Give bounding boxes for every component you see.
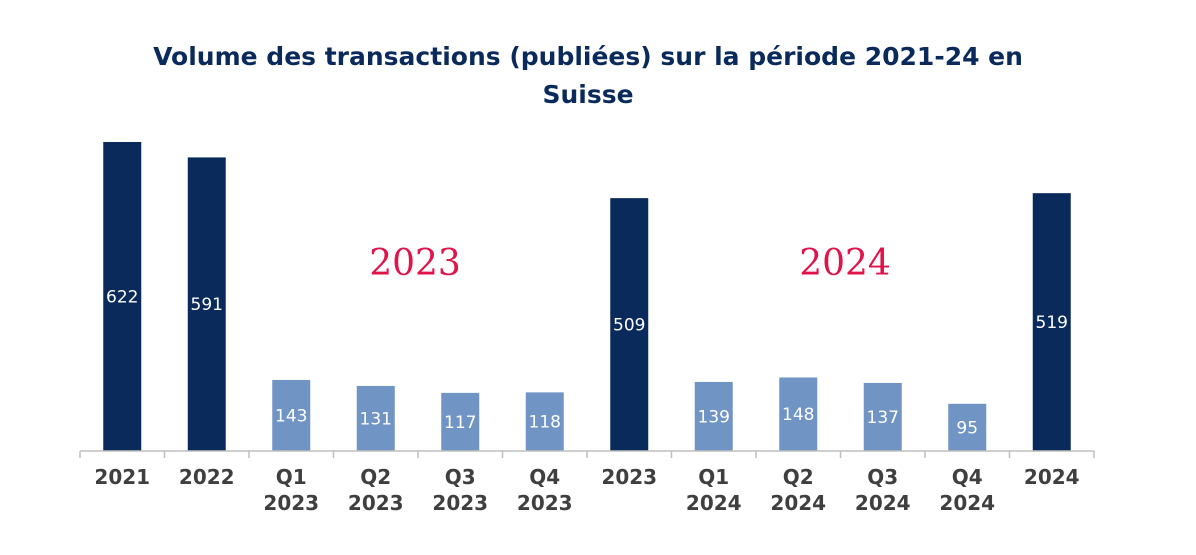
- bar-value-label: 95: [956, 418, 978, 438]
- bar-value-label: 139: [698, 407, 730, 427]
- bar-quarterly: [779, 377, 818, 451]
- x-tick-label-line: Q1: [276, 465, 307, 489]
- bars-layer: [103, 142, 1071, 451]
- x-tick-label-line: 2022: [179, 465, 235, 489]
- x-tick-label-line: 2024: [855, 491, 911, 515]
- annotation-2023: 2023: [369, 243, 461, 284]
- x-tick-label-line: Q3: [867, 465, 898, 489]
- bar-quarterly: [441, 392, 480, 451]
- bar-annual: [103, 142, 142, 451]
- x-tick-label-line: 2023: [517, 491, 573, 515]
- bar-value-label: 137: [867, 408, 899, 428]
- bar-value-label: 519: [1036, 313, 1068, 333]
- x-tick-label: 2023: [601, 465, 657, 489]
- x-tick-label-line: 2024: [1024, 465, 1080, 489]
- bar-value-label: 117: [444, 413, 476, 433]
- x-tick-label-line: Q4: [952, 465, 983, 489]
- bar-quarterly: [525, 392, 564, 451]
- x-tick-label-line: Q4: [529, 465, 560, 489]
- x-tick-label-line: Q2: [360, 465, 391, 489]
- bar-annual: [187, 157, 226, 451]
- x-tick-label: Q3 2023: [432, 465, 488, 515]
- x-tick-label: Q3 2024: [855, 465, 911, 515]
- bar-value-label: 509: [613, 316, 645, 336]
- bar-quarterly: [272, 379, 311, 451]
- bar-value-label: 118: [529, 413, 561, 433]
- bar-value-label: 622: [106, 288, 138, 308]
- bar-quarterly: [356, 385, 395, 451]
- x-tick-label: 2022: [179, 465, 235, 489]
- x-tick-label: Q1 2023: [263, 465, 319, 515]
- bar-quarterly: [863, 382, 902, 451]
- x-tick-label-line: 2023: [263, 491, 319, 515]
- x-tick-label: Q2 2024: [770, 465, 826, 515]
- x-tick-label-line: Q1: [698, 465, 729, 489]
- x-tick-label-line: 2023: [601, 465, 657, 489]
- x-tick-label-line: 2024: [686, 491, 742, 515]
- bar-value-label: 148: [782, 405, 814, 425]
- x-tick-label: Q4 2023: [517, 465, 573, 515]
- bar-value-label: 143: [275, 406, 307, 426]
- x-axis-ticks: [79, 451, 1095, 458]
- x-tick-label-line: 2024: [770, 491, 826, 515]
- x-tick-label-line: 2023: [348, 491, 404, 515]
- bar-quarterly: [694, 381, 733, 451]
- bar-value-label: 131: [360, 409, 392, 429]
- value-labels-layer: 622 591 143 131 117 118 509 139 148 137 95 519: [106, 288, 1068, 439]
- x-tick-label-line: 2021: [94, 465, 150, 489]
- bar-annual: [1032, 193, 1071, 451]
- x-tick-label: Q1 2024: [686, 465, 742, 515]
- x-tick-label: 2024: [1024, 465, 1080, 489]
- x-tick-label-line: 2024: [939, 491, 995, 515]
- chart-title: Volume des transactions (publiées) sur l…: [153, 42, 1023, 109]
- x-tick-label: 2021: [94, 465, 150, 489]
- x-tick-label-line: Q3: [445, 465, 476, 489]
- annotation-2024: 2024: [799, 243, 891, 284]
- bar-quarterly: [948, 403, 987, 451]
- x-tick-label: Q4 2024: [939, 465, 995, 515]
- x-tick-label-line: 2023: [432, 491, 488, 515]
- x-tick-label-line: Q2: [783, 465, 814, 489]
- bar-annual: [610, 198, 649, 451]
- bar-value-label: 591: [191, 295, 223, 315]
- x-tick-label: Q2 2023: [348, 465, 404, 515]
